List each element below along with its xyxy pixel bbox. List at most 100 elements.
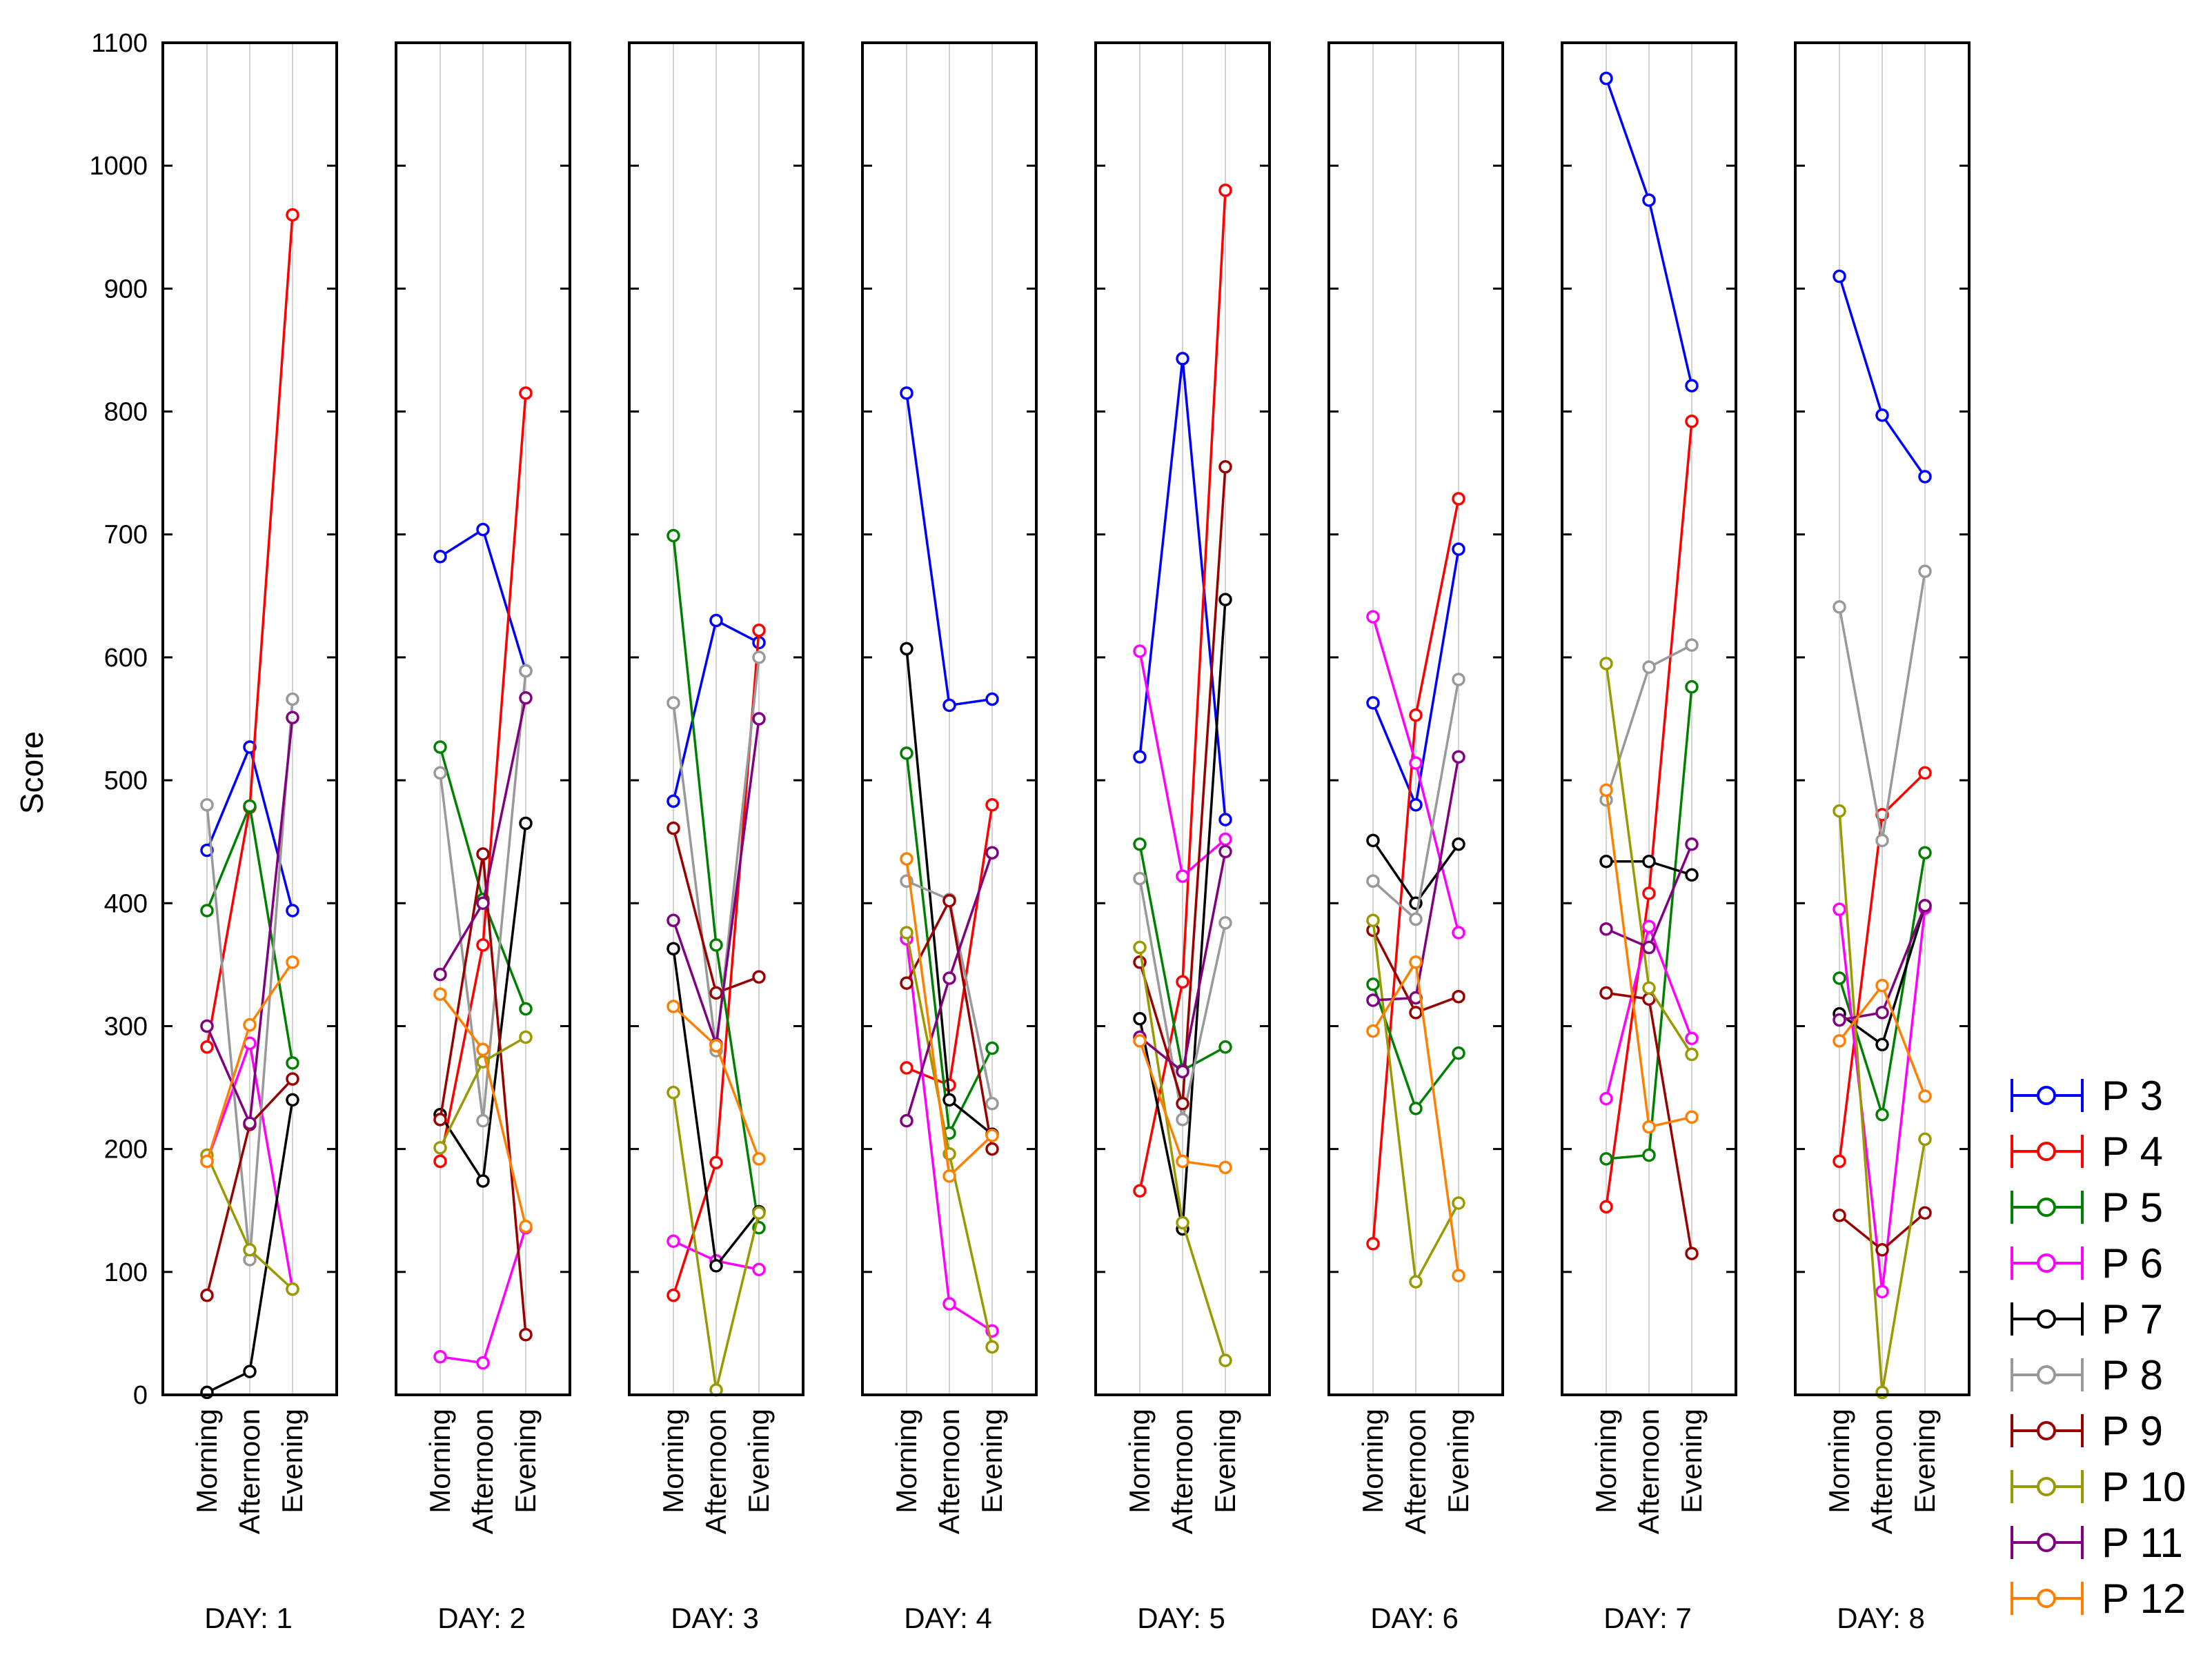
data-point xyxy=(1409,1102,1423,1115)
data-point xyxy=(433,550,447,564)
data-point xyxy=(985,1129,999,1142)
data-point xyxy=(200,1040,214,1054)
legend-label: P 6 xyxy=(2102,1240,2163,1287)
y-tick-label: 1000 xyxy=(89,152,148,181)
data-point xyxy=(200,797,214,812)
data-point xyxy=(1452,837,1465,851)
data-point xyxy=(1366,978,1380,991)
data-point xyxy=(1366,1237,1380,1251)
legend-item-p5: P 5 xyxy=(2011,1184,2163,1231)
data-point xyxy=(1409,912,1423,926)
data-point xyxy=(1133,1012,1147,1026)
data-point xyxy=(1833,1013,1846,1027)
data-point xyxy=(985,692,999,706)
day-label: DAY: 2 xyxy=(437,1602,526,1634)
data-point xyxy=(1599,783,1613,797)
data-point xyxy=(200,1288,214,1302)
legend-item-p12: P 12 xyxy=(2011,1576,2186,1622)
y-tick-label: 900 xyxy=(104,275,148,304)
data-point xyxy=(666,696,680,710)
data-point xyxy=(243,1116,257,1130)
data-point xyxy=(286,1282,299,1296)
data-point xyxy=(286,692,299,706)
data-point xyxy=(1409,756,1423,770)
x-category-label: Morning xyxy=(657,1409,689,1514)
data-point xyxy=(900,642,914,656)
data-point xyxy=(243,1018,257,1032)
data-point xyxy=(1366,833,1380,848)
data-point xyxy=(1599,71,1613,86)
data-point xyxy=(433,967,447,982)
data-point xyxy=(752,1206,766,1220)
data-point xyxy=(709,1259,723,1273)
data-point xyxy=(1642,886,1656,900)
data-point xyxy=(985,1041,999,1055)
data-point xyxy=(286,1093,299,1107)
x-category-label: Afternoon xyxy=(1632,1409,1665,1534)
data-point xyxy=(666,794,680,808)
data-point xyxy=(243,1242,257,1257)
data-point xyxy=(1218,813,1232,826)
data-point xyxy=(1452,926,1465,940)
x-category-label: Morning xyxy=(1590,1409,1622,1514)
data-point xyxy=(1133,871,1147,886)
data-point xyxy=(1685,679,1699,694)
data-point xyxy=(1875,1284,1889,1299)
data-point xyxy=(900,386,914,400)
day-label: DAY: 6 xyxy=(1370,1602,1459,1634)
legend-item-p8: P 8 xyxy=(2011,1352,2163,1398)
data-point xyxy=(1176,1113,1189,1127)
data-point xyxy=(1133,1034,1147,1048)
data-point xyxy=(1918,766,1932,780)
legend-item-p3: P 3 xyxy=(2011,1073,2163,1119)
data-point xyxy=(1685,1047,1699,1062)
panel-day-1: Morning Afternoon Evening DAY: 1 xyxy=(161,41,338,1634)
data-point xyxy=(1685,837,1699,851)
data-point xyxy=(709,1039,723,1053)
data-point xyxy=(433,1113,447,1127)
legend-label: P 5 xyxy=(2102,1184,2163,1231)
data-point xyxy=(666,1000,680,1013)
data-point xyxy=(519,1002,533,1016)
data-point xyxy=(752,623,766,637)
data-point xyxy=(286,955,299,969)
data-point xyxy=(519,664,533,678)
x-category-label: Morning xyxy=(890,1409,922,1514)
y-axis-title: Score xyxy=(14,731,50,814)
data-point xyxy=(1685,638,1699,652)
data-point xyxy=(1833,1154,1846,1169)
data-point xyxy=(1833,600,1846,614)
data-point xyxy=(900,926,914,940)
x-category-label: Evening xyxy=(1908,1409,1941,1514)
day-label: DAY: 5 xyxy=(1137,1602,1225,1634)
data-point xyxy=(1918,899,1932,913)
data-point xyxy=(900,746,914,760)
panel-frame xyxy=(1561,41,1737,1396)
data-point xyxy=(1599,922,1613,936)
data-point xyxy=(752,1152,766,1166)
data-point xyxy=(519,1327,533,1342)
data-point xyxy=(433,740,447,754)
day-label: DAY: 7 xyxy=(1603,1602,1692,1634)
y-tick-label: 800 xyxy=(104,398,148,427)
data-point xyxy=(286,711,299,724)
panel-day-7: Morning Afternoon Evening DAY: 7 xyxy=(1561,41,1737,1634)
day-label: DAY: 8 xyxy=(1837,1602,1925,1634)
day-label: DAY: 1 xyxy=(204,1602,293,1634)
data-point xyxy=(476,1174,490,1188)
x-category-label: Morning xyxy=(1823,1409,1855,1514)
data-point xyxy=(1366,610,1380,624)
data-point xyxy=(1599,986,1613,1000)
data-point xyxy=(433,987,447,1001)
legend-item-p6: P 6 xyxy=(2011,1240,2163,1287)
data-point xyxy=(1833,269,1846,284)
data-point xyxy=(243,1365,257,1378)
data-point xyxy=(519,691,533,705)
data-point xyxy=(942,1093,956,1107)
legend-label: P 7 xyxy=(2102,1296,2163,1342)
data-point xyxy=(1176,975,1189,989)
data-point xyxy=(942,893,956,908)
data-point xyxy=(1452,492,1465,506)
data-point xyxy=(1452,989,1465,1004)
data-point xyxy=(942,971,956,985)
